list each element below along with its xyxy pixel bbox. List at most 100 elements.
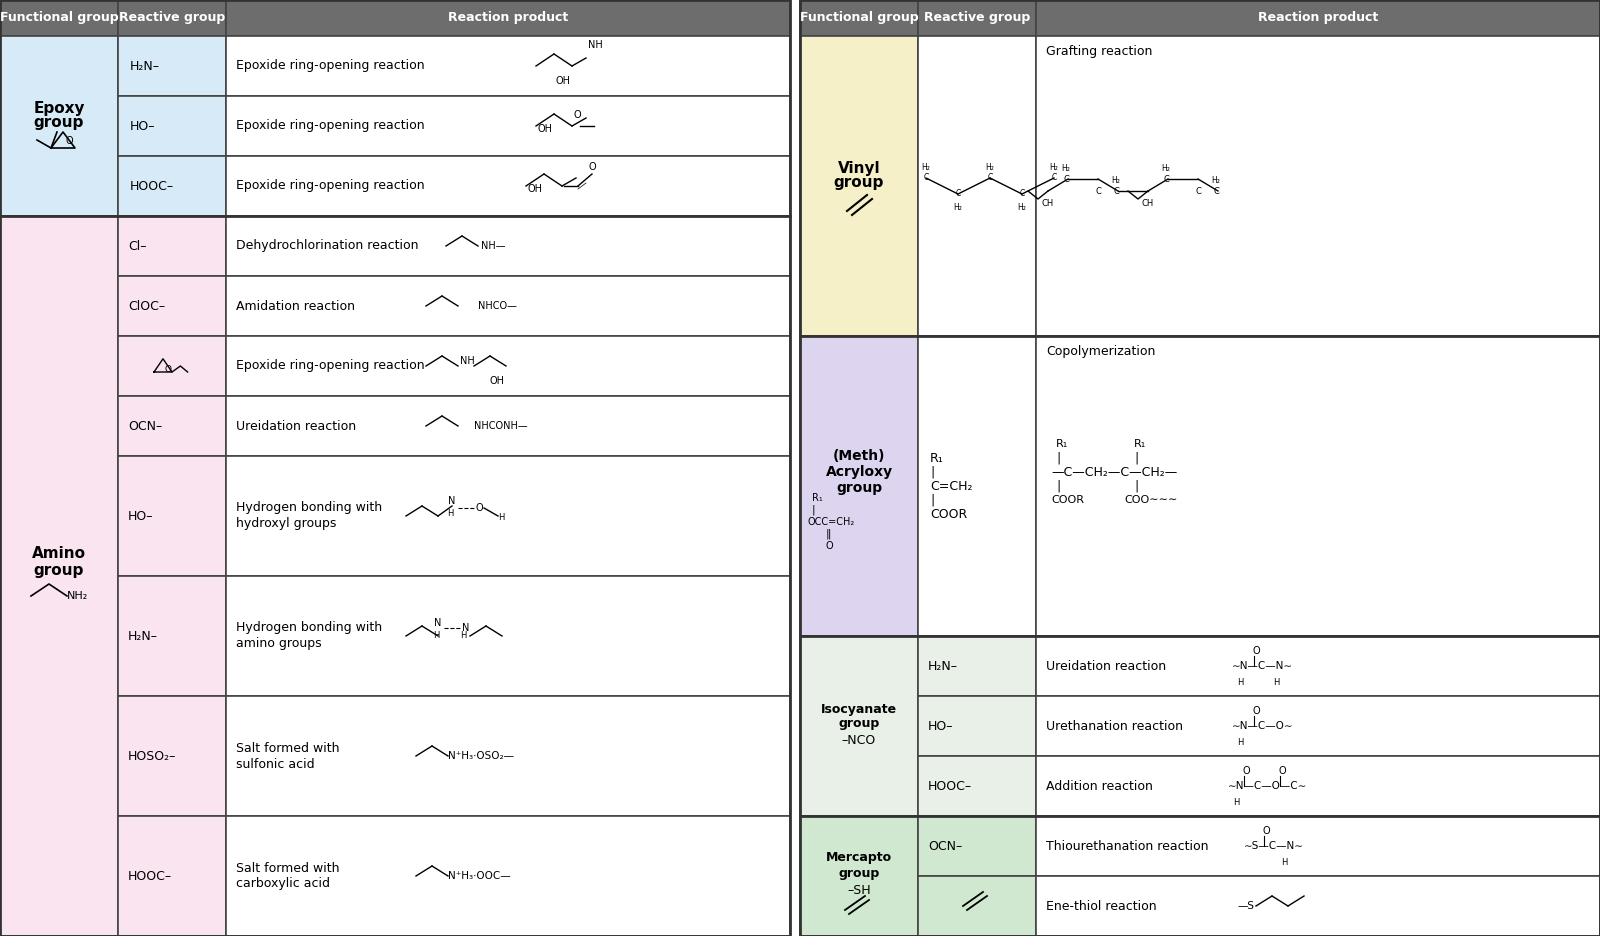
- Text: ∼S—C—N∼: ∼S—C—N∼: [1245, 841, 1304, 851]
- Text: Epoxide ring-opening reaction: Epoxide ring-opening reaction: [237, 120, 424, 133]
- Text: H: H: [498, 514, 504, 522]
- Text: Vinyl: Vinyl: [838, 160, 880, 175]
- Text: O: O: [1253, 706, 1259, 716]
- Bar: [800, 636, 918, 816]
- Text: NH: NH: [461, 356, 475, 366]
- Text: O: O: [477, 503, 483, 513]
- Text: H₂: H₂: [1162, 164, 1171, 173]
- Text: Reactive group: Reactive group: [118, 11, 226, 24]
- Text: COOR: COOR: [930, 507, 968, 520]
- Text: O: O: [165, 365, 171, 374]
- Text: R₁: R₁: [813, 493, 822, 503]
- Text: H: H: [461, 632, 466, 640]
- Bar: [226, 396, 790, 456]
- Text: |: |: [1134, 451, 1138, 464]
- Text: Urethanation reaction: Urethanation reaction: [1046, 720, 1182, 733]
- Text: O: O: [66, 136, 74, 146]
- Text: N: N: [448, 496, 456, 506]
- Text: H: H: [1234, 798, 1238, 807]
- Text: Epoxide ring-opening reaction: Epoxide ring-opening reaction: [237, 60, 424, 72]
- Text: |: |: [930, 493, 934, 506]
- Text: |: |: [930, 465, 934, 478]
- Text: C: C: [955, 189, 960, 198]
- Bar: [1037, 0, 1600, 36]
- Text: C: C: [1195, 187, 1202, 196]
- Text: N: N: [462, 623, 469, 633]
- Text: Amino: Amino: [32, 547, 86, 562]
- Bar: [1037, 336, 1600, 636]
- Text: NH—: NH—: [482, 241, 506, 251]
- Text: C=CH₂: C=CH₂: [930, 479, 973, 492]
- Text: OH: OH: [490, 376, 504, 386]
- Text: N: N: [434, 618, 442, 628]
- Bar: [226, 156, 790, 216]
- Bar: [918, 876, 1037, 936]
- Text: group: group: [34, 563, 85, 578]
- Bar: [118, 36, 226, 96]
- Bar: [0, 0, 118, 36]
- Text: ∼N—C—O—C∼: ∼N—C—O—C∼: [1229, 781, 1307, 791]
- Text: HOOC–: HOOC–: [130, 180, 174, 193]
- Text: NH: NH: [589, 40, 603, 50]
- Bar: [118, 0, 226, 36]
- Text: NHCONH—: NHCONH—: [474, 421, 528, 431]
- Bar: [118, 576, 226, 696]
- Bar: [0, 36, 118, 216]
- Text: CH: CH: [1042, 199, 1054, 208]
- Text: Amidation reaction: Amidation reaction: [237, 300, 355, 313]
- Text: OCC=CH₂: OCC=CH₂: [808, 517, 856, 527]
- Text: |: |: [1134, 479, 1138, 492]
- Text: HOOC–: HOOC–: [128, 870, 173, 883]
- Text: COO∼∼∼: COO∼∼∼: [1123, 495, 1178, 505]
- Bar: [918, 756, 1037, 816]
- Text: NHCO—: NHCO—: [478, 301, 517, 311]
- Bar: [1037, 816, 1600, 876]
- Text: C: C: [1094, 187, 1101, 196]
- Text: HO–: HO–: [928, 720, 954, 733]
- Text: Addition reaction: Addition reaction: [1046, 780, 1154, 793]
- Text: H: H: [1282, 858, 1286, 867]
- Bar: [226, 696, 790, 816]
- Bar: [800, 336, 918, 636]
- Text: C: C: [1163, 174, 1170, 183]
- Text: –NCO: –NCO: [842, 734, 877, 747]
- Text: group: group: [838, 867, 880, 880]
- Text: —C—CH₂—C—CH₂—: —C—CH₂—C—CH₂—: [1051, 465, 1178, 478]
- Text: group: group: [835, 481, 882, 495]
- Text: H₂: H₂: [922, 164, 931, 172]
- Text: H₂: H₂: [1050, 164, 1059, 172]
- Text: H₂: H₂: [1112, 176, 1120, 185]
- Text: Copolymerization: Copolymerization: [1046, 345, 1155, 358]
- Text: ‖: ‖: [826, 529, 832, 539]
- Bar: [918, 696, 1037, 756]
- Text: Mercapto: Mercapto: [826, 852, 893, 865]
- Bar: [226, 0, 790, 36]
- Text: O: O: [1262, 826, 1270, 836]
- Text: H₂: H₂: [1211, 176, 1221, 185]
- Text: Isocyanate: Isocyanate: [821, 704, 898, 716]
- Text: Epoxy: Epoxy: [34, 100, 85, 115]
- Bar: [118, 216, 226, 276]
- Text: C: C: [923, 173, 928, 183]
- Text: Salt formed with: Salt formed with: [237, 861, 339, 874]
- Text: carboxylic acid: carboxylic acid: [237, 878, 330, 890]
- Text: Reaction product: Reaction product: [1258, 11, 1378, 24]
- Text: OH: OH: [526, 184, 542, 194]
- Text: HOSO₂–: HOSO₂–: [128, 750, 176, 763]
- Text: R₁: R₁: [930, 451, 944, 464]
- Text: C: C: [987, 173, 992, 183]
- Text: R₁: R₁: [1056, 439, 1069, 449]
- Text: C: C: [1114, 186, 1118, 196]
- Text: O: O: [589, 162, 595, 172]
- Text: H₂N–: H₂N–: [928, 660, 958, 672]
- Text: |: |: [813, 505, 816, 515]
- Text: |: |: [1056, 479, 1061, 492]
- Text: OH: OH: [555, 76, 570, 86]
- Bar: [226, 456, 790, 576]
- Text: R₁: R₁: [1134, 439, 1146, 449]
- Text: Ureidation reaction: Ureidation reaction: [237, 419, 357, 432]
- Bar: [800, 36, 918, 336]
- Text: sulfonic acid: sulfonic acid: [237, 757, 315, 770]
- Bar: [118, 336, 226, 396]
- Text: group: group: [838, 718, 880, 730]
